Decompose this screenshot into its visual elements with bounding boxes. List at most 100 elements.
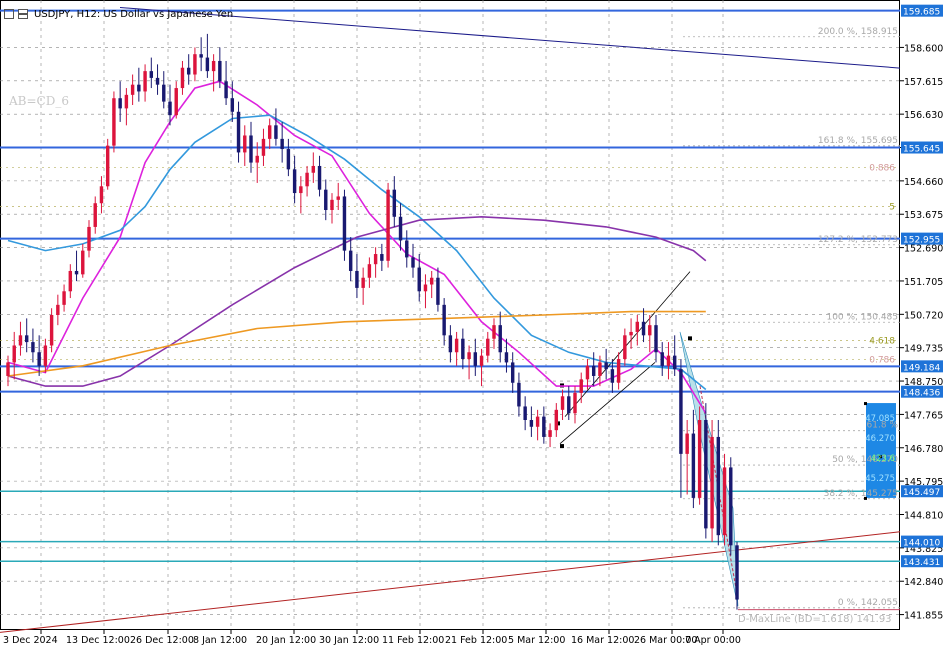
candle-body bbox=[504, 352, 509, 363]
candle-body bbox=[467, 352, 471, 360]
fib-level-label: 127.2 %, 152.773 bbox=[818, 235, 898, 245]
candle-body bbox=[118, 98, 122, 109]
ratio-label: 0.886 bbox=[869, 163, 895, 173]
price-level-tag bbox=[901, 360, 943, 373]
candle-body bbox=[81, 250, 85, 275]
candle-body bbox=[454, 338, 459, 353]
candle-body bbox=[62, 291, 66, 305]
candle-body bbox=[105, 145, 110, 187]
target-zone-label: 47.085 bbox=[865, 414, 895, 424]
candle-body bbox=[498, 325, 502, 353]
price-axis: 158.600 157.615 156.630 155.645 154.660 153.6… bbox=[900, 4, 943, 622]
candle-body bbox=[37, 352, 41, 366]
candle-body bbox=[697, 420, 702, 498]
price-level-tag-label: 148.436 bbox=[903, 389, 940, 399]
price-level-tag-label: 145.497 bbox=[903, 488, 940, 498]
candle-body bbox=[648, 325, 652, 336]
candle-body bbox=[660, 352, 664, 366]
price-level-lines bbox=[0, 9, 900, 609]
price-level-tag bbox=[901, 485, 943, 498]
candle-body bbox=[355, 270, 359, 288]
candle-chart-icon[interactable] bbox=[18, 9, 28, 19]
target-zone-corner bbox=[864, 402, 867, 406]
candle-body bbox=[130, 84, 135, 95]
target-zone-mid bbox=[879, 455, 882, 459]
candle-body bbox=[386, 189, 390, 261]
candle-body bbox=[417, 267, 421, 292]
candle-body bbox=[448, 335, 453, 353]
candle-body bbox=[598, 362, 602, 376]
y-tick-label: 149.735 bbox=[904, 344, 943, 355]
candle-body bbox=[211, 60, 216, 72]
candle-body bbox=[286, 149, 291, 170]
fib-level-label: 200.0 %, 158.915 bbox=[818, 27, 898, 37]
candle-body bbox=[155, 77, 160, 85]
candle-body bbox=[473, 352, 478, 366]
fib-level-label: 0 %, 142.055 bbox=[838, 598, 898, 608]
candle-body bbox=[299, 186, 303, 194]
candle-body bbox=[348, 250, 353, 271]
candle-body bbox=[735, 545, 739, 600]
x-tick-label: 16 Mar 12:00 bbox=[571, 635, 634, 646]
candle-body bbox=[24, 335, 29, 343]
candle-body bbox=[542, 416, 546, 437]
candle-body bbox=[492, 325, 496, 339]
candle-body bbox=[12, 345, 16, 363]
candle-body bbox=[672, 355, 677, 370]
price-level-tag-label: 159.685 bbox=[903, 8, 940, 18]
candle-body bbox=[180, 67, 185, 89]
candle-body bbox=[616, 359, 621, 383]
long-downtrend-line bbox=[119, 6, 901, 69]
candle-body bbox=[380, 254, 384, 261]
candle-body bbox=[99, 186, 104, 204]
candles bbox=[6, 33, 739, 610]
candle-body bbox=[87, 226, 91, 251]
ratio-label: 0.786 bbox=[869, 356, 895, 366]
candle-body bbox=[535, 416, 540, 427]
target-zone-box bbox=[866, 403, 896, 498]
candle-body bbox=[716, 436, 721, 536]
candle-body bbox=[124, 94, 129, 109]
x-tick-label: 20 Jan 12:00 bbox=[256, 635, 316, 646]
abcd-pattern bbox=[556, 331, 900, 611]
candle-body bbox=[429, 277, 434, 285]
target-zone-label: 45.275 bbox=[865, 474, 895, 484]
y-tick-label: 151.705 bbox=[904, 277, 943, 288]
fib-level-label: 161.8 %, 155.695 bbox=[818, 136, 898, 146]
moving-average-line bbox=[7, 215, 707, 387]
grid bbox=[0, 0, 900, 630]
y-tick-label: 156.630 bbox=[904, 110, 943, 121]
price-level-tag bbox=[901, 555, 943, 568]
candle-body bbox=[267, 125, 272, 139]
candle-body bbox=[149, 71, 154, 78]
y-tick-label: 154.660 bbox=[904, 177, 943, 188]
y-tick-label: 142.840 bbox=[904, 577, 943, 588]
candle-body bbox=[685, 433, 689, 454]
price-level-tag-label: 152.955 bbox=[903, 236, 940, 246]
fib-level-label: 38.2 %, 145.275 bbox=[824, 489, 898, 499]
candle-body bbox=[112, 98, 116, 146]
x-tick-label: 5 Mar 12:00 bbox=[508, 635, 565, 646]
long-uptrend-line bbox=[0, 531, 901, 633]
price-level-tag bbox=[901, 4, 943, 17]
bar-chart-icon[interactable] bbox=[4, 9, 14, 19]
x-tick-label: 3 Dec 2024 bbox=[3, 635, 58, 646]
candle-body bbox=[243, 135, 247, 153]
candle-body bbox=[199, 54, 203, 58]
candle-body bbox=[218, 60, 222, 82]
candle-body bbox=[249, 135, 253, 163]
y-tick-label: 147.765 bbox=[904, 410, 943, 421]
y-tick-label: 157.615 bbox=[904, 77, 943, 88]
candle-body bbox=[523, 406, 527, 420]
x-tick-label: 26 Dec 12:00 bbox=[130, 635, 194, 646]
candle-body bbox=[436, 277, 440, 305]
y-tick-label: 150.720 bbox=[904, 310, 943, 321]
candle-body bbox=[137, 84, 141, 92]
plot-frame bbox=[0, 0, 900, 630]
candle-body bbox=[330, 199, 334, 210]
candle-body bbox=[31, 342, 35, 353]
y-tick-label: 153.675 bbox=[904, 210, 943, 221]
candle-body bbox=[679, 369, 683, 454]
candle-body bbox=[486, 338, 490, 356]
